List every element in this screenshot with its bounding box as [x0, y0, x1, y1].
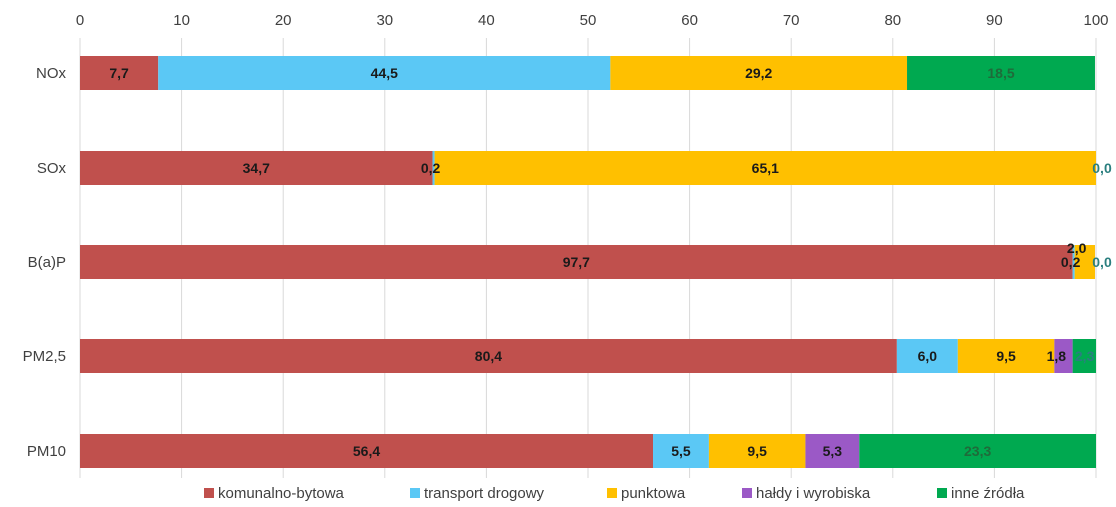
bar-segment-inne-źródła [907, 56, 1095, 90]
bar-segment-transport-drogowy [1072, 245, 1075, 279]
x-tick-label-10: 10 [173, 12, 190, 29]
data-label: 34,7 [243, 160, 270, 176]
legend: komunalno-bytowa transport drogowy punktow… [204, 485, 1025, 502]
data-label: 23,3 [964, 443, 991, 459]
data-label: 0,0 [1092, 160, 1112, 176]
x-tick-label-50: 50 [580, 12, 597, 29]
x-tick-label-20: 20 [275, 12, 292, 29]
x-tick-label-80: 80 [884, 12, 901, 29]
bar-segment-komunalno-bytowa [80, 245, 1073, 279]
x-tick-label-90: 90 [986, 12, 1003, 29]
category-label: B(a)P [28, 254, 66, 271]
data-label: 2,0 [1067, 240, 1087, 256]
legend-entry-label: punktowa [621, 485, 686, 502]
data-label: 0,0 [1092, 254, 1112, 270]
bar-segment-punktowa [434, 151, 1097, 185]
category-label: NOx [36, 65, 67, 82]
data-labels: 7,7 44,5 29,2 18,534,7 0,2 65,1 0,097,7 0,22,00… [109, 65, 1112, 459]
data-label: 0,2 [421, 160, 441, 176]
legend-entry-label: transport drogowy [424, 485, 545, 502]
data-label: 97,7 [563, 254, 590, 270]
x-tick-label-0: 0 [76, 12, 84, 29]
legend-entry-label: hałdy i wyrobiska [756, 485, 871, 502]
data-label: 18,5 [987, 65, 1014, 81]
bar-segment-punktowa [708, 434, 806, 468]
data-label: 2,3 [1075, 348, 1095, 364]
bar-segment-komunalno-bytowa [80, 151, 433, 185]
data-label: 0,2 [1061, 254, 1081, 270]
bars [80, 56, 1097, 468]
bar-segment-hałdy-i-wyrobiska [805, 434, 860, 468]
legend-swatch [204, 488, 214, 498]
legend-swatch [410, 488, 420, 498]
data-label: 6,0 [918, 348, 938, 364]
bar-segment-punktowa [1074, 245, 1095, 279]
bar-segment-punktowa [610, 56, 908, 90]
bar-segment-hałdy-i-wyrobiska [1054, 339, 1073, 373]
data-label: 29,2 [745, 65, 772, 81]
bar-segment-punktowa [957, 339, 1055, 373]
legend-swatch [607, 488, 617, 498]
bar-segment-komunalno-bytowa [80, 434, 654, 468]
x-axis-ticks: 0 10 20 30 40 50 60 70 80 90 100 [76, 12, 1109, 29]
legend-swatch [742, 488, 752, 498]
x-tick-label-30: 30 [376, 12, 393, 29]
data-label: 9,5 [747, 443, 767, 459]
bar-segment-transport-drogowy [653, 434, 709, 468]
bar-segment-inne-źródła [859, 434, 1096, 468]
bar-segment-transport-drogowy [158, 56, 611, 90]
legend-swatch [937, 488, 947, 498]
data-label: 9,5 [996, 348, 1016, 364]
category-label: SOx [37, 160, 67, 177]
data-label: 65,1 [752, 160, 779, 176]
bar-segment-transport-drogowy [432, 151, 435, 185]
x-tick-label-40: 40 [478, 12, 495, 29]
bar-segment-transport-drogowy [896, 339, 958, 373]
data-label: 44,5 [371, 65, 398, 81]
bar-segment-komunalno-bytowa [80, 56, 159, 90]
legend-entry-label: komunalno-bytowa [218, 485, 345, 502]
data-label: 7,7 [109, 65, 129, 81]
data-label: 5,5 [671, 443, 691, 459]
category-label: PM10 [27, 443, 66, 460]
x-tick-label-60: 60 [681, 12, 698, 29]
data-label: 1,8 [1047, 348, 1067, 364]
category-label: PM2,5 [23, 348, 66, 365]
category-labels: NOx SOx B(a)P PM2,5 PM10 [23, 65, 67, 460]
legend-entry-label: inne źródła [951, 485, 1025, 502]
x-tick-label-70: 70 [783, 12, 800, 29]
data-label: 80,4 [475, 348, 502, 364]
x-tick-label-100: 100 [1083, 12, 1108, 29]
data-label: 56,4 [353, 443, 380, 459]
data-label: 5,3 [823, 443, 843, 459]
bar-segment-komunalno-bytowa [80, 339, 897, 373]
bar-segment-inne-źródła [1072, 339, 1096, 373]
